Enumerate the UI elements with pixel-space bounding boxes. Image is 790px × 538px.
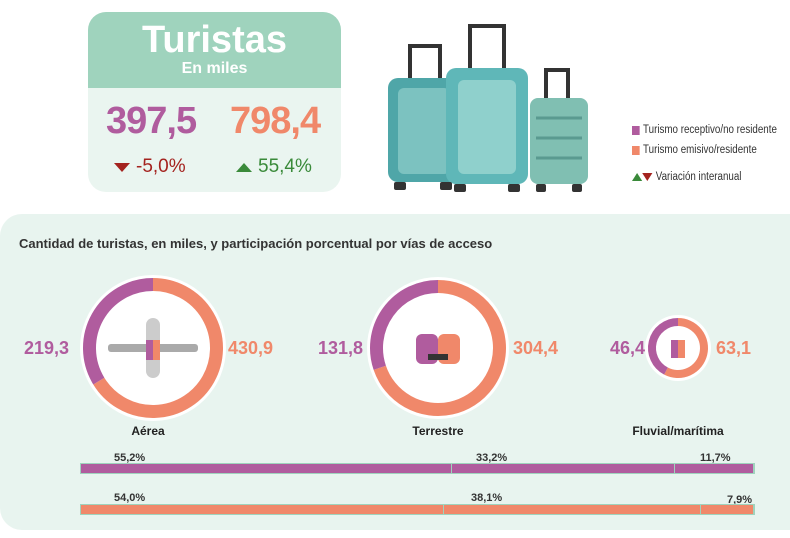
legend-variation: Variación interanual	[632, 171, 741, 183]
share-segment-receptivo-1	[452, 464, 676, 473]
donut-slice-emisivo	[93, 278, 223, 418]
share-segment-emisivo-1	[444, 505, 701, 514]
ship-icon	[671, 340, 678, 358]
receptivo-total: 397,5	[106, 100, 197, 142]
emisivo-share-bar	[80, 504, 755, 515]
donut-slice-receptivo	[648, 318, 679, 375]
fluvial-emisivo-share: 7,9%	[727, 494, 753, 506]
card-header: Turistas En miles	[88, 12, 341, 88]
terrestre-emisivo-share: 38,1%	[471, 492, 503, 504]
fluvial-caption: Fluvial/marítima	[632, 424, 724, 438]
share-segment-receptivo-0	[81, 464, 453, 473]
up-arrow-icon	[236, 162, 252, 172]
receptivo-variation-value: -5,0%	[136, 156, 186, 177]
variation-arrows-icon	[632, 173, 653, 181]
terrestre-emisivo-value: 304,4	[513, 338, 559, 358]
donut-slice-emisivo	[664, 318, 708, 378]
receptivo-variation: -5,0%	[114, 156, 186, 178]
tourists-summary-card: Turistas En miles 397,5 798,4 -5,0% 55,4…	[88, 12, 341, 192]
aerea-emisivo-share: 54,0%	[114, 492, 146, 504]
receptivo-share-bar	[80, 463, 755, 474]
airplane-icon	[108, 318, 198, 378]
receptivo-swatch	[632, 125, 640, 135]
suitcases-illustration	[388, 24, 588, 192]
emisivo-variation: 55,4%	[236, 156, 312, 178]
fluvial-emisivo-value: 63,1	[716, 338, 752, 358]
terrestre-receptivo-value: 131,8	[318, 338, 364, 358]
share-segment-emisivo-0	[81, 505, 445, 514]
card-subtitle: En miles	[181, 60, 248, 77]
fluvial-receptivo-value: 46,4	[610, 338, 646, 358]
aerea-receptivo-value: 219,3	[24, 338, 70, 358]
terrestre-receptivo-share: 33,2%	[476, 452, 508, 464]
emisivo-variation-value: 55,4%	[258, 156, 312, 177]
aerea-receptivo-share: 55,2%	[114, 452, 146, 464]
section-title: Cantidad de turistas, en miles, y partic…	[19, 236, 493, 251]
emisivo-swatch	[632, 145, 640, 155]
aerea-emisivo-value: 430,9	[228, 338, 274, 358]
legend-variation-label: Variación interanual	[655, 171, 742, 183]
emisivo-total: 798,4	[230, 100, 321, 142]
legend-emisivo: Turismo emisivo/residente	[632, 144, 757, 156]
ship-icon-half	[678, 340, 685, 358]
down-arrow-icon	[114, 162, 130, 172]
aerea-caption: Aérea	[131, 424, 165, 438]
card-title: Turistas	[141, 19, 287, 61]
car-grille	[428, 354, 448, 360]
legend-receptivo: Turismo receptivo/no residente	[632, 124, 777, 136]
legend-emisivo-label: Turismo emisivo/residente	[643, 144, 757, 156]
fluvial-receptivo-share: 11,7%	[700, 452, 731, 464]
share-segment-receptivo-2	[675, 464, 754, 473]
share-segment-emisivo-2	[700, 505, 754, 514]
terrestre-caption: Terrestre	[412, 424, 464, 438]
donut-slice-receptivo	[83, 278, 154, 385]
donut-slice-receptivo	[370, 280, 439, 370]
legend-receptivo-label: Turismo receptivo/no residente	[643, 124, 777, 136]
donut-slice-emisivo	[373, 280, 506, 416]
